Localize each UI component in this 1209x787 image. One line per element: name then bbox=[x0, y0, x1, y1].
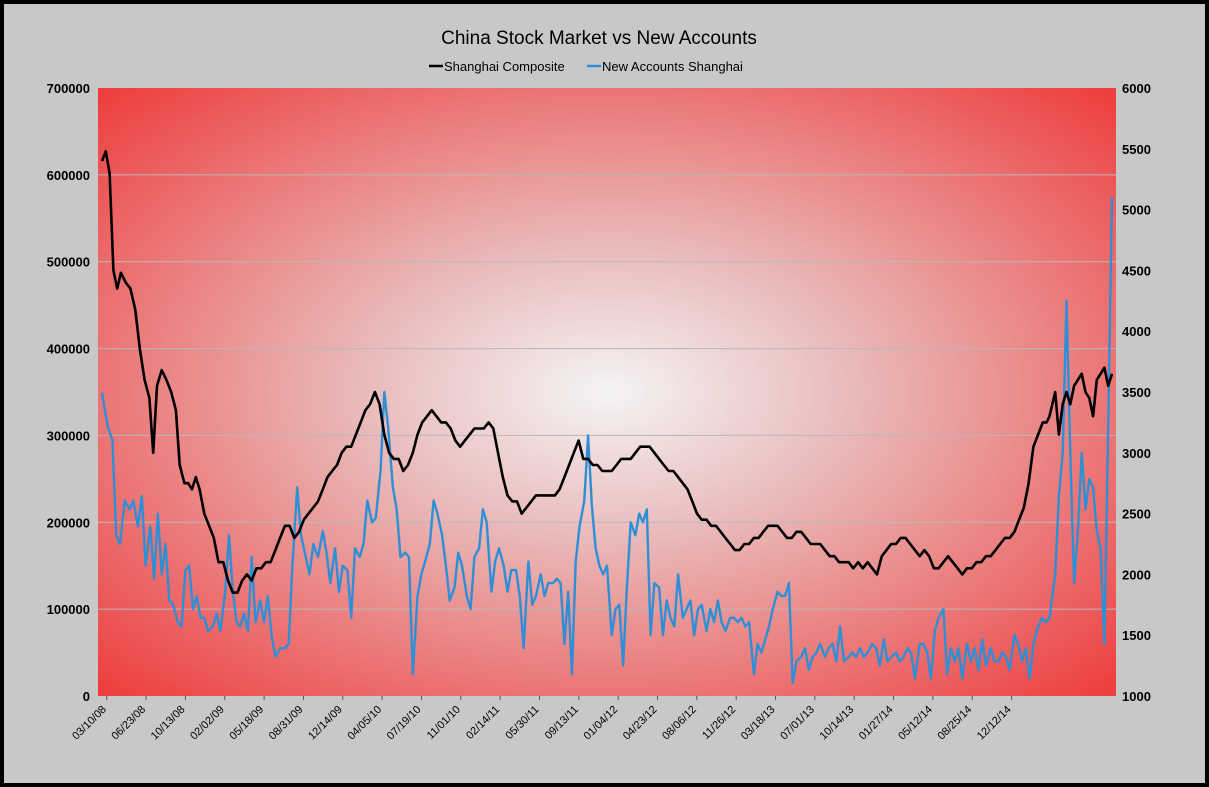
y-right-tick-label: 5000 bbox=[1122, 203, 1151, 218]
series-line-shanghai-composite-1 bbox=[1048, 366, 1114, 436]
y-left-tick-label: 0 bbox=[83, 689, 90, 704]
chart-svg: China Stock Market vs New Accounts Shang… bbox=[47, 28, 1151, 742]
legend-label: New Accounts Shanghai bbox=[602, 59, 743, 74]
y-right-tick-label: 3000 bbox=[1122, 446, 1151, 461]
x-tick-label: 10/13/08 bbox=[149, 704, 188, 743]
x-tick-label: 02/14/11 bbox=[464, 704, 502, 742]
x-tick-label: 09/13/11 bbox=[543, 704, 581, 742]
y-right-tick-label: 1000 bbox=[1122, 689, 1151, 704]
y-left-tick-label: 700000 bbox=[47, 81, 90, 96]
x-tick-label: 06/23/08 bbox=[109, 704, 148, 743]
x-tick-label: 01/27/14 bbox=[857, 704, 896, 743]
y-right-tick-label: 1500 bbox=[1122, 628, 1151, 643]
y-left-tick-label: 200000 bbox=[47, 515, 90, 530]
x-tick-label: 11/01/10 bbox=[425, 704, 463, 742]
chart-title: China Stock Market vs New Accounts bbox=[441, 28, 757, 49]
y-right-tick-label: 4000 bbox=[1122, 324, 1151, 339]
series-lines bbox=[100, 149, 1114, 685]
series-line-new-accounts-1 bbox=[1048, 196, 1114, 646]
x-tick-label: 11/26/12 bbox=[700, 704, 738, 742]
y-left-tick-label: 400000 bbox=[47, 342, 90, 357]
x-tick-label: 01/04/12 bbox=[582, 704, 621, 743]
y-right-tick-label: 2000 bbox=[1122, 567, 1151, 582]
x-tick-label: 10/14/13 bbox=[818, 704, 857, 743]
x-tick-label: 12/12/14 bbox=[975, 704, 1014, 743]
series-line-new-accounts-0 bbox=[100, 390, 1051, 685]
y-left-tick-label: 600000 bbox=[47, 168, 90, 183]
x-tick-label: 12/14/09 bbox=[306, 704, 345, 743]
x-tick-label: 07/01/13 bbox=[778, 704, 817, 743]
y-axis-right: 1000 1500 2000 2500 3000 3500 4000 4500 5000 5500… bbox=[1122, 81, 1151, 704]
y-axis-left: 0 100000 200000 300000 400000 500000 600000 700… bbox=[47, 81, 90, 704]
y-right-tick-label: 3500 bbox=[1122, 385, 1151, 400]
y-left-tick-label: 100000 bbox=[47, 602, 90, 617]
x-tick-label: 05/12/14 bbox=[896, 704, 935, 743]
x-tick-label: 04/23/12 bbox=[621, 704, 660, 743]
gridlines bbox=[98, 174, 1116, 610]
series-line-shanghai-composite-0 bbox=[100, 149, 1051, 594]
y-right-tick-label: 5500 bbox=[1122, 142, 1151, 157]
x-tick-label: 08/31/09 bbox=[267, 704, 306, 743]
y-right-tick-label: 4500 bbox=[1122, 263, 1151, 278]
y-left-tick-label: 500000 bbox=[47, 255, 90, 270]
x-tick-label: 05/30/11 bbox=[503, 704, 541, 742]
x-axis: 03/10/08 06/23/08 10/13/08 02/02/09 05/18/09… bbox=[70, 696, 1014, 742]
plot-area bbox=[98, 88, 1116, 696]
y-right-tick-label: 6000 bbox=[1122, 81, 1151, 96]
y-right-tick-label: 2500 bbox=[1122, 507, 1151, 522]
chart-frame: China Stock Market vs New Accounts Shang… bbox=[4, 4, 1205, 783]
legend-label: Shanghai Composite bbox=[444, 59, 565, 74]
x-tick-label: 08/25/14 bbox=[936, 704, 975, 743]
x-tick-label: 07/19/10 bbox=[385, 704, 424, 743]
y-left-tick-label: 300000 bbox=[47, 428, 90, 443]
x-tick-label: 02/02/09 bbox=[188, 704, 227, 743]
x-tick-label: 03/18/13 bbox=[739, 704, 778, 743]
legend: Shanghai Composite New Accounts Shanghai bbox=[429, 59, 743, 74]
x-tick-label: 08/06/12 bbox=[660, 704, 699, 743]
x-tick-label: 04/05/10 bbox=[345, 704, 384, 743]
x-tick-label: 03/10/08 bbox=[70, 704, 109, 743]
x-tick-label: 05/18/09 bbox=[227, 704, 266, 743]
